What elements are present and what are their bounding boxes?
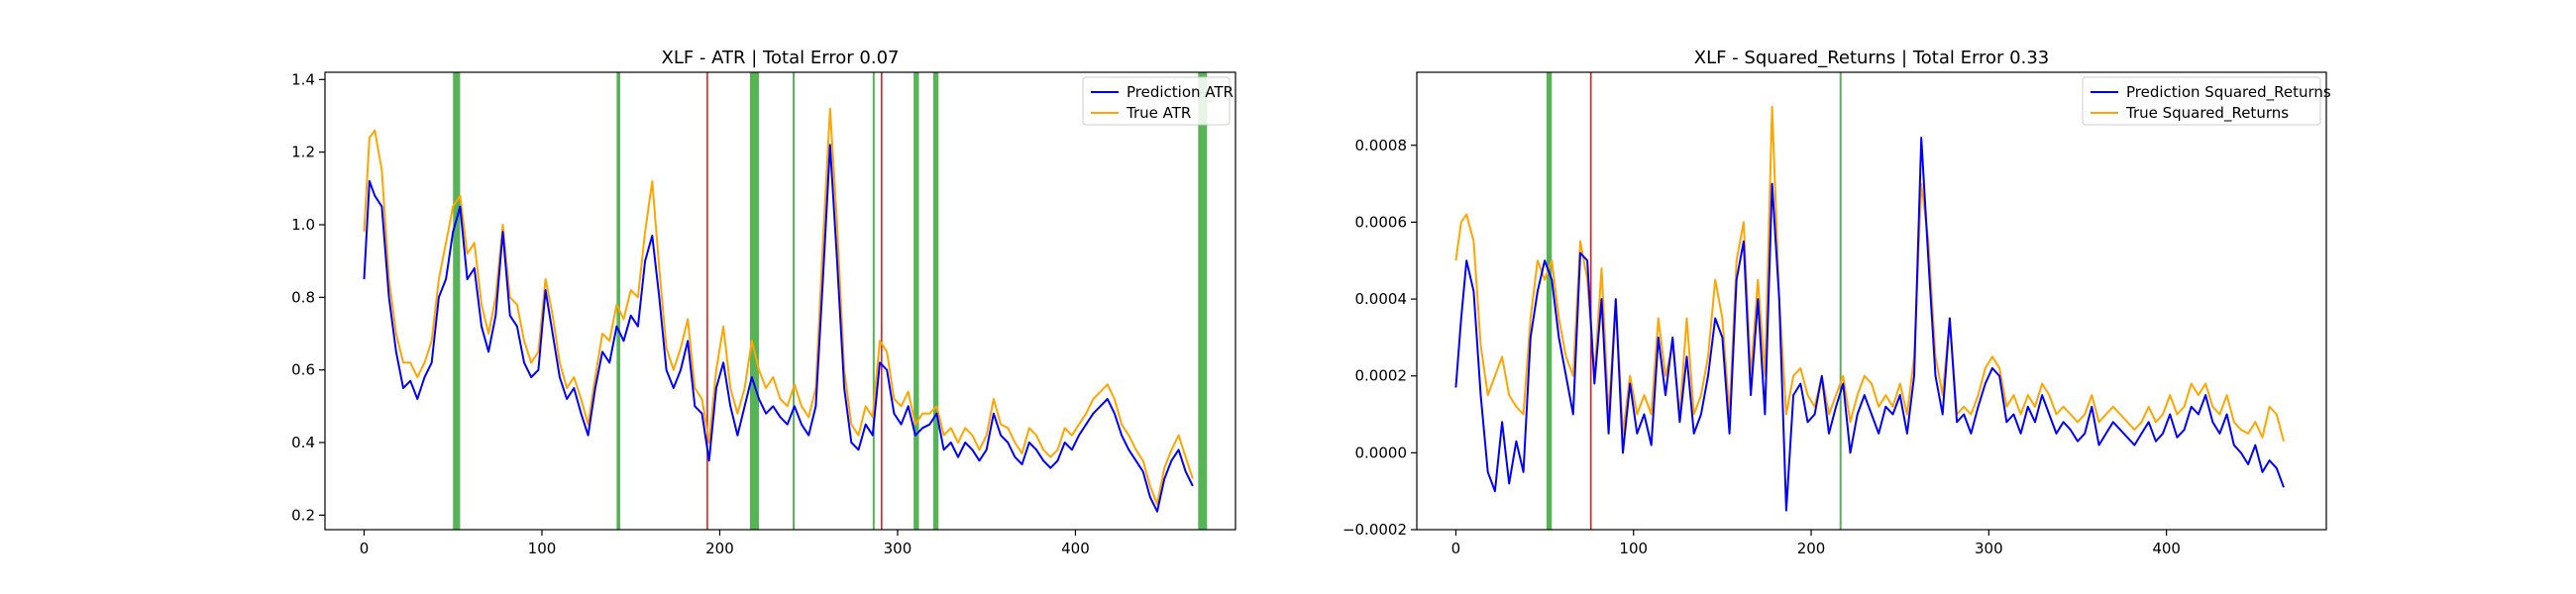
green-span-5 [872,72,875,530]
y-tick-label: 0.4 [291,434,315,451]
green-span-6 [913,72,919,530]
axes-frame [1416,71,2327,531]
y-tick-label: 0.0008 [1355,137,1408,154]
series-line-prediction [1454,137,2285,512]
x-tick-label: 100 [1619,540,1648,557]
x-tick-label: 200 [705,540,734,557]
chart-2: 0 100 200 300 400 −0.0002 0.0000 0.0002 0.0004 0.… [1342,48,2331,557]
y-tick-label: 0.0006 [1355,213,1408,231]
series-line-prediction [363,144,1194,513]
x-tick-label: 400 [1061,540,1090,557]
x-tick-label: 300 [1975,540,2003,557]
legend-box [1082,76,1231,126]
plot-area [1454,72,2285,530]
x-tick-label: 400 [2152,540,2181,557]
y-tick-label: 0.0000 [1355,444,1408,461]
legend-label: True Squared_Returns [2125,104,2289,123]
green-span-2 [616,72,620,530]
y-tick-label: −0.0002 [1342,521,1407,539]
y-tick-label: 0.2 [291,506,315,524]
y-tick-label: 0.6 [291,361,315,379]
chart-title: XLF - ATR | Total Error 0.07 [661,48,899,68]
y-tick-label: 0.0002 [1355,367,1408,385]
legend-label: Prediction Squared_Returns [2126,83,2331,102]
x-tick-label: 300 [884,540,912,557]
axes-frame [324,71,1236,531]
x-tick-label: 100 [528,540,557,557]
y-tick-label: 0.8 [291,288,315,306]
plot-area [363,72,1208,530]
legend: Prediction ATR True ATR [1082,76,1234,126]
legend-box [2082,76,2321,126]
y-tick-label: 0.0004 [1355,290,1408,308]
legend-label: Prediction ATR [1127,83,1234,101]
green-span-7 [932,72,939,530]
x-tick-label: 0 [1451,540,1461,557]
legend: Prediction Squared_Returns True Squared_R… [2082,76,2331,126]
green-span-2 [1839,72,1842,530]
chart-1: 0 100 200 300 400 0.2 0.4 0.6 0.8 1.0 1.2 1.4 XLF - … [291,48,1236,557]
chart-title: XLF - Squared_Returns | Total Error 0.33 [1694,48,2050,68]
x-tick-label: 200 [1797,540,1826,557]
y-tick-label: 1.4 [291,70,315,88]
green-span-1 [453,72,461,530]
legend-label: True ATR [1126,104,1191,122]
green-span-4 [793,72,796,530]
y-tick-label: 1.2 [291,144,315,161]
series-line-true [363,107,1194,506]
x-tick-label: 0 [360,540,370,557]
y-tick-label: 1.0 [291,216,315,234]
green-span-8 [1198,72,1208,530]
green-span-3 [749,72,759,530]
green-span-1 [1546,72,1553,530]
